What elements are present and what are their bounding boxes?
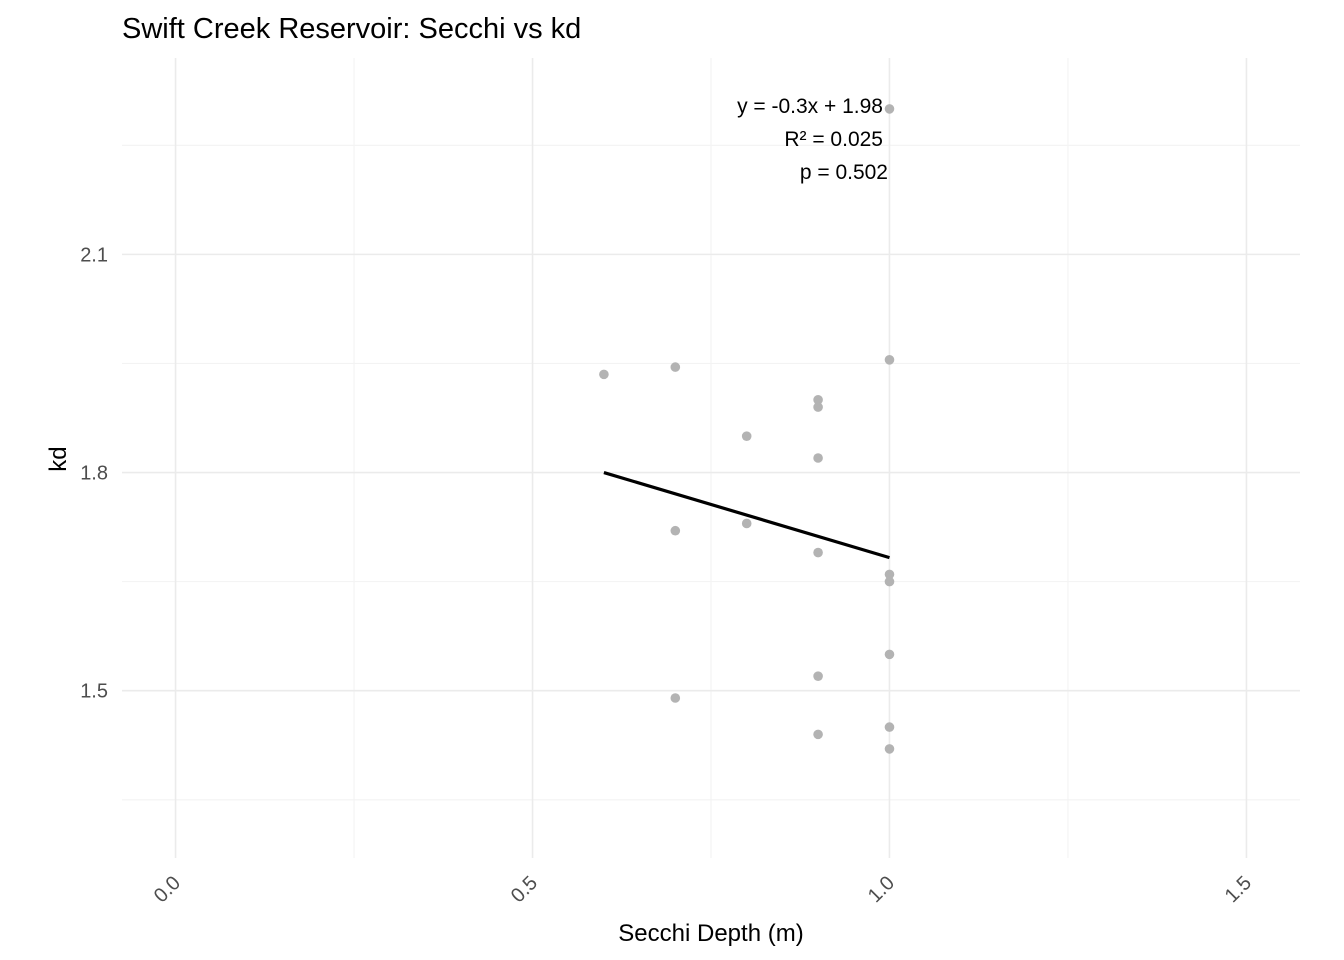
regression-annotation: y = -0.3x + 1.98 R² = 0.025 p = 0.502 — [737, 95, 888, 184]
x-tick-label: 1.5 — [1221, 872, 1256, 907]
annotation-p-value: p = 0.502 — [800, 161, 888, 184]
data-point — [884, 569, 895, 580]
data-point — [670, 525, 681, 536]
regression-fit — [603, 471, 890, 560]
data-points — [599, 104, 895, 754]
data-point — [884, 104, 895, 114]
data-point — [813, 402, 823, 412]
data-point — [741, 518, 752, 529]
data-point — [741, 431, 752, 441]
y-tick-label: 1.8 — [80, 463, 108, 485]
data-point — [884, 576, 895, 587]
fit-line — [603, 471, 890, 560]
data-point — [813, 453, 823, 463]
data-point — [670, 693, 681, 703]
data-point — [884, 355, 895, 365]
annotation-equation: y = -0.3x + 1.98 — [737, 95, 883, 118]
y-tick-label: 2.1 — [80, 244, 108, 266]
x-tick-label: 0.5 — [507, 872, 542, 907]
x-tick-label: 1.0 — [864, 872, 899, 907]
data-point — [813, 395, 823, 405]
data-point — [884, 744, 895, 754]
data-point — [813, 547, 823, 558]
y-axis-title: kd — [45, 446, 72, 471]
x-axis-ticks: 0.0 0.5 1.0 1.5 — [150, 872, 1256, 907]
data-point — [813, 671, 823, 681]
data-point — [884, 722, 895, 732]
data-point — [599, 369, 609, 380]
data-point — [670, 362, 681, 372]
y-axis-ticks: 1.5 1.8 2.1 — [80, 244, 108, 702]
data-point — [813, 729, 823, 740]
x-axis-title: Secchi Depth (m) — [618, 920, 803, 947]
data-point — [884, 649, 895, 660]
chart-title: Swift Creek Reservoir: Secchi vs kd — [122, 13, 581, 45]
annotation-r-squared: R² = 0.025 — [784, 128, 883, 151]
grid-lines — [122, 58, 1300, 858]
y-tick-label: 1.5 — [80, 681, 108, 703]
x-tick-label: 0.0 — [150, 872, 185, 907]
